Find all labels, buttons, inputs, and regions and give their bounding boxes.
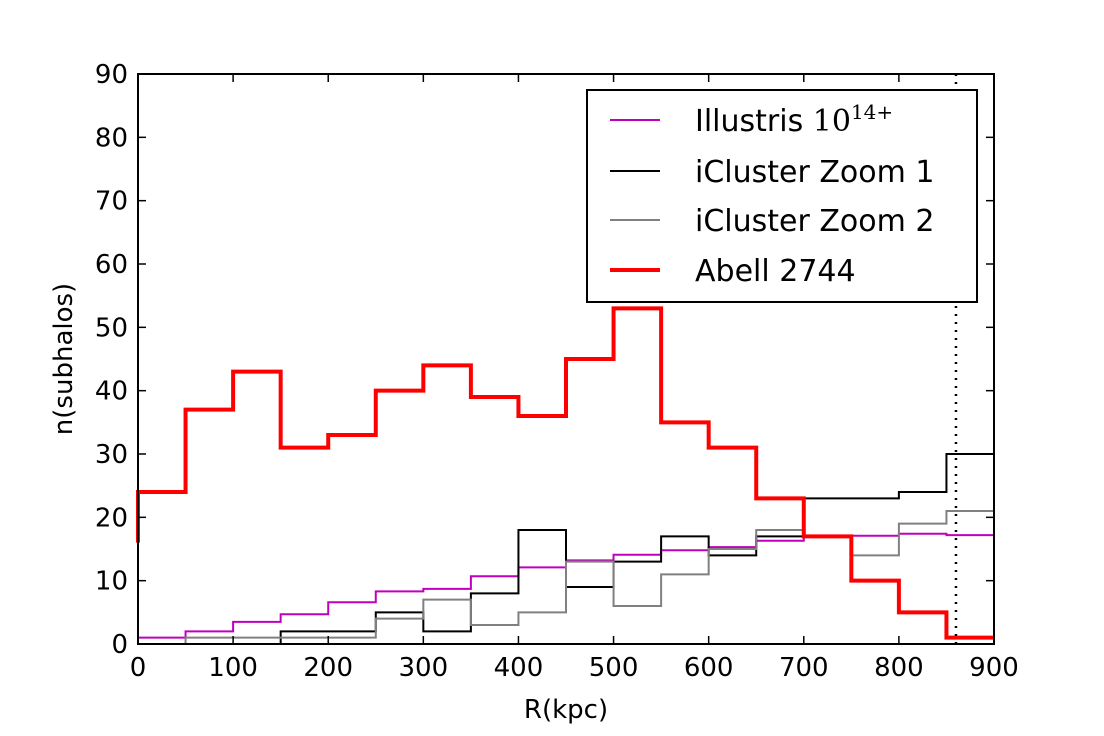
y-tick-label: 0 — [111, 630, 128, 660]
y-tick-label: 90 — [95, 60, 128, 90]
y-tick-label: 40 — [95, 377, 128, 407]
x-tick-label: 200 — [303, 653, 353, 683]
series-layer — [136, 306, 994, 645]
x-tick-label: 100 — [208, 653, 258, 683]
legend-box — [586, 89, 978, 303]
y-tick-label: 10 — [95, 567, 128, 597]
legend-label: iCluster Zoom 1 — [695, 155, 934, 190]
y-tick-label: 70 — [95, 187, 128, 217]
plot-frame — [137, 73, 995, 645]
legend-label-text: Illustris — [695, 104, 813, 139]
x-tick-label: 400 — [494, 653, 544, 683]
x-tick-label: 600 — [684, 653, 734, 683]
y-tick-label: 30 — [95, 440, 128, 470]
x-tick-label: 300 — [399, 653, 449, 683]
y-axis-label: n(subhalos) — [49, 283, 79, 435]
x-tick-label: 500 — [589, 653, 639, 683]
legend-label: Illustris 1014+ — [695, 100, 893, 139]
x-tick-label: 900 — [969, 653, 1019, 683]
y-tick-label: 60 — [95, 250, 128, 280]
x-tick-label: 800 — [874, 653, 924, 683]
legend-label-text: iCluster Zoom 2 — [695, 204, 934, 239]
legend-label: iCluster Zoom 2 — [695, 204, 934, 239]
x-axis-label: R(kpc) — [524, 695, 608, 725]
tick-layer: 0 100 200 300 400 500 600 700 800 900 0 10 20 30 40 50 6… — [95, 60, 1019, 683]
x-tick-label: 0 — [130, 653, 147, 683]
y-tick-label: 50 — [95, 313, 128, 343]
legend-label-superscript: 14+ — [851, 100, 893, 124]
legend-label: Abell 2744 — [695, 254, 856, 289]
legend-label-text: Abell 2744 — [695, 254, 856, 289]
legend-label-math: 10 — [813, 104, 851, 139]
x-tick-label: 700 — [779, 653, 829, 683]
series-line-1 — [138, 453, 994, 645]
series-line-3 — [136, 306, 994, 640]
y-tick-label: 80 — [95, 123, 128, 153]
legend: Illustris 1014+ iCluster Zoom 1 iCluster Z… — [586, 89, 978, 303]
y-tick-label: 20 — [95, 503, 128, 533]
legend-label-text: iCluster Zoom 1 — [695, 155, 934, 190]
